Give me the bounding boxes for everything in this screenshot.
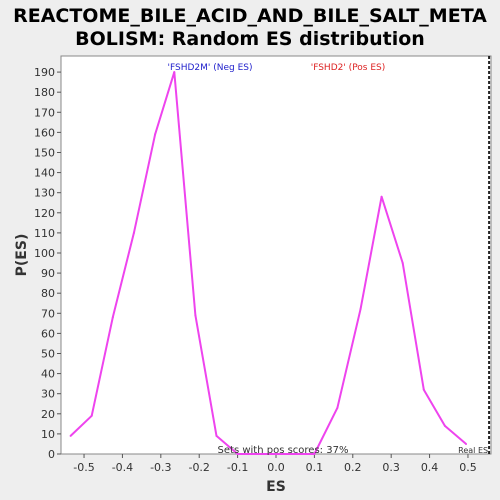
y-tick-label: 80 (41, 287, 55, 300)
data-point (422, 388, 425, 391)
y-tick-label: 100 (34, 247, 55, 260)
data-point (173, 71, 176, 74)
y-tick-label: 140 (34, 167, 55, 180)
x-tick-label: -0.5 (73, 461, 94, 474)
real-es-label: Real ES (458, 446, 488, 455)
y-tick-label: 130 (34, 187, 55, 200)
y-tick-label: 160 (34, 126, 55, 139)
pos-scores-footer: Sets with pos scores: 37% (218, 445, 349, 456)
data-point (111, 316, 114, 319)
x-axis-label: ES (266, 479, 286, 495)
y-tick-label: 60 (41, 327, 55, 340)
x-tick-label: 0.2 (344, 461, 362, 474)
y-axis-label: P(ES) (14, 234, 30, 277)
x-tick-label: -0.3 (150, 461, 171, 474)
x-tick-label: -0.1 (227, 461, 248, 474)
data-point (336, 406, 339, 409)
data-point (359, 308, 362, 311)
y-tick-label: 180 (34, 86, 55, 99)
data-point (154, 133, 157, 136)
data-point (401, 262, 404, 265)
y-tick-label: 190 (34, 66, 55, 79)
data-point (90, 414, 93, 417)
x-tick-label: 0.1 (306, 461, 324, 474)
x-tick-label: -0.4 (112, 461, 133, 474)
chart-title-line1: REACTOME_BILE_ACID_AND_BILE_SALT_META (13, 5, 487, 27)
data-point (443, 424, 446, 427)
data-point (313, 453, 316, 455)
y-tick-label: 70 (41, 307, 55, 320)
pos-es-label: 'FSHD2' (Pos ES) (311, 63, 386, 73)
x-tick-label: 0.4 (421, 461, 439, 474)
y-tick-label: 110 (34, 227, 55, 240)
y-tick-label: 50 (41, 347, 55, 360)
x-tick-label: -0.2 (188, 461, 209, 474)
chart-title-line2: BOLISM: Random ES distribution (75, 28, 425, 50)
y-tick-label: 150 (34, 146, 55, 159)
y-tick-label: 170 (34, 106, 55, 119)
x-tick-label: 0.0 (267, 461, 285, 474)
y-tick-label: 90 (41, 267, 55, 280)
x-tick-label: 0.5 (459, 461, 477, 474)
data-point (465, 442, 468, 445)
data-point (215, 434, 218, 437)
x-tick-label: 0.3 (382, 461, 400, 474)
data-point (132, 231, 135, 234)
data-point (236, 453, 239, 455)
y-tick-label: 120 (34, 207, 55, 220)
y-tick-label: 40 (41, 368, 55, 381)
y-tick-label: 0 (48, 448, 55, 461)
data-point (194, 314, 197, 317)
y-tick-label: 20 (41, 408, 55, 421)
y-tick-label: 10 (41, 428, 55, 441)
data-point (380, 195, 383, 198)
y-tick-label: 30 (41, 388, 55, 401)
data-point (69, 434, 72, 437)
plot-area (60, 55, 492, 455)
neg-es-label: 'FSHD2M' (Neg ES) (168, 63, 253, 73)
